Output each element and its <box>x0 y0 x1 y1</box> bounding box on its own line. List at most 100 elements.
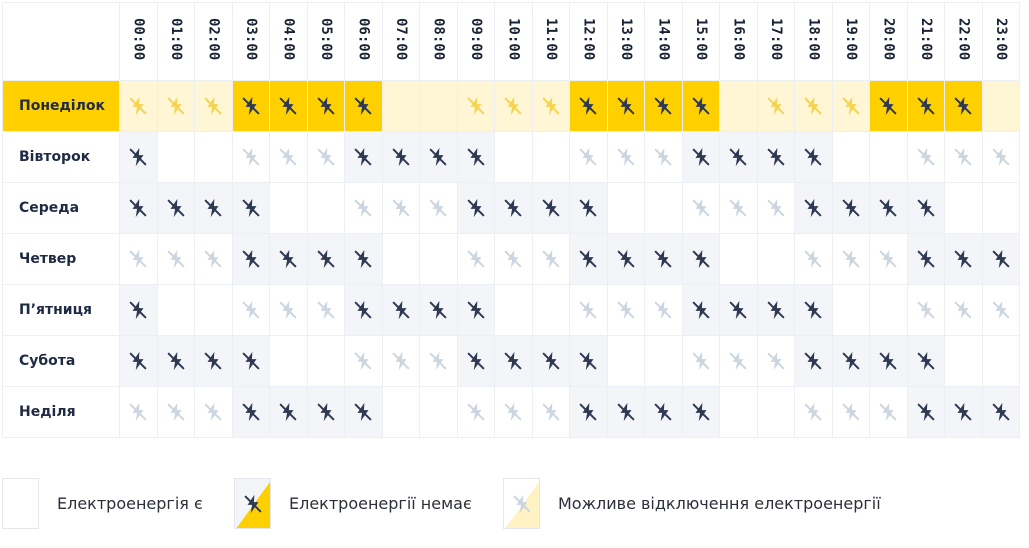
slot-possible-outage <box>756 335 795 387</box>
slot-possible-outage <box>569 131 608 183</box>
possible-outage-icon <box>392 351 410 371</box>
slot-power-on <box>719 386 758 438</box>
day-row: Неділя <box>2 386 1020 438</box>
slot-possible-outage <box>306 284 345 336</box>
slot-possible-outage <box>456 386 495 438</box>
slot-power-on <box>606 335 645 387</box>
slot-no-power <box>156 182 195 234</box>
slot-power-on <box>531 284 570 336</box>
no-power-icon <box>992 402 1010 422</box>
slot-possible-outage <box>869 233 908 285</box>
slot-possible-outage <box>231 131 270 183</box>
no-power-icon <box>167 351 185 371</box>
no-power-icon <box>842 351 860 371</box>
hour-label: 12:00 <box>580 18 597 61</box>
slot-possible-outage <box>606 284 645 336</box>
no-power-icon <box>279 96 297 116</box>
slot-power-on <box>156 284 195 336</box>
no-power-icon <box>917 96 935 116</box>
slot-possible-outage <box>156 386 195 438</box>
no-power-icon <box>129 351 147 371</box>
no-power-icon <box>617 249 635 269</box>
slot-possible-outage <box>419 182 458 234</box>
possible-outage-icon <box>204 402 222 422</box>
possible-outage-icon <box>804 402 822 422</box>
slot-possible-outage <box>981 284 1020 336</box>
slot-no-power <box>269 80 308 132</box>
possible-outage-icon <box>804 96 822 116</box>
slot-no-power <box>831 182 870 234</box>
slot-power-on <box>194 131 233 183</box>
possible-outage-icon <box>804 249 822 269</box>
slot-possible-outage <box>606 131 645 183</box>
no-power-icon <box>504 198 522 218</box>
slot-possible-outage <box>531 80 570 132</box>
legend-unavailable-swatch <box>234 478 271 529</box>
hour-label: 19:00 <box>842 18 859 61</box>
day-label: Понеділок <box>2 80 120 132</box>
slot-no-power <box>381 131 420 183</box>
no-power-icon <box>617 402 635 422</box>
slot-power-on <box>719 80 758 132</box>
slot-possible-outage <box>831 80 870 132</box>
no-power-icon <box>467 198 485 218</box>
hour-label: 15:00 <box>692 18 709 61</box>
no-power-icon <box>242 351 260 371</box>
no-power-icon <box>654 96 672 116</box>
day-label: Середа <box>2 182 120 234</box>
hour-label: 01:00 <box>167 18 184 61</box>
slot-no-power <box>794 335 833 387</box>
no-power-icon <box>804 198 822 218</box>
possible-outage-icon <box>354 351 372 371</box>
no-power-icon <box>579 198 597 218</box>
hour-header-19: 19:00 <box>831 2 870 81</box>
possible-outage-icon <box>654 300 672 320</box>
slot-power-on <box>269 182 308 234</box>
slot-possible-outage <box>906 284 945 336</box>
no-power-icon <box>354 249 372 269</box>
slot-possible-outage <box>456 80 495 132</box>
slot-no-power <box>606 233 645 285</box>
slot-power-on <box>531 131 570 183</box>
no-power-icon <box>244 494 262 514</box>
no-power-icon <box>317 402 335 422</box>
slot-possible-outage <box>494 80 533 132</box>
possible-outage-icon <box>279 147 297 167</box>
possible-outage-icon <box>692 198 710 218</box>
slot-possible-outage <box>644 131 683 183</box>
possible-outage-icon <box>767 96 785 116</box>
slot-no-power <box>456 284 495 336</box>
slot-no-power <box>306 80 345 132</box>
possible-outage-icon <box>767 198 785 218</box>
slot-no-power <box>156 335 195 387</box>
slot-no-power <box>456 335 495 387</box>
slot-possible-outage <box>344 335 383 387</box>
day-label: Субота <box>2 335 120 387</box>
slot-no-power <box>119 131 158 183</box>
slot-power-on <box>869 131 908 183</box>
hour-label: 09:00 <box>467 18 484 61</box>
slot-no-power <box>569 80 608 132</box>
hour-label: 23:00 <box>992 18 1009 61</box>
hour-header-14: 14:00 <box>644 2 683 81</box>
slot-power-on <box>306 182 345 234</box>
slot-no-power <box>869 182 908 234</box>
legend-possible-label: Можливе відключення електроенергії <box>558 494 881 513</box>
no-power-icon <box>692 96 710 116</box>
hours-header-row: 00:00 01:00 02:00 03:00 04:00 05:00 06:00 07:00… <box>2 2 1020 81</box>
slot-possible-outage <box>644 284 683 336</box>
slot-power-on <box>156 131 195 183</box>
slot-possible-outage <box>569 284 608 336</box>
possible-outage-icon <box>467 402 485 422</box>
no-power-icon <box>354 402 372 422</box>
possible-outage-icon <box>879 249 897 269</box>
possible-outage-icon <box>513 494 531 514</box>
day-label: Вівторок <box>2 131 120 183</box>
slot-no-power <box>644 233 683 285</box>
hour-header-15: 15:00 <box>681 2 720 81</box>
slot-no-power <box>606 80 645 132</box>
slot-no-power <box>944 233 983 285</box>
slot-possible-outage <box>531 386 570 438</box>
hour-label: 03:00 <box>242 18 259 61</box>
slot-power-on <box>981 335 1020 387</box>
